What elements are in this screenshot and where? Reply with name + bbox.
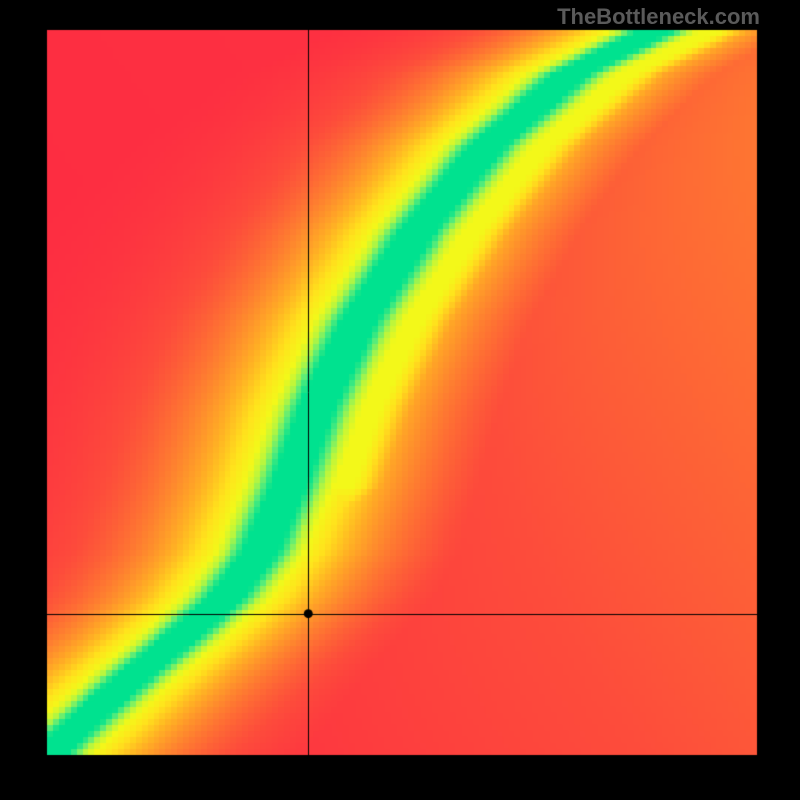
bottleneck-heatmap xyxy=(0,0,800,800)
watermark-text: TheBottleneck.com xyxy=(557,4,760,30)
chart-container: TheBottleneck.com xyxy=(0,0,800,800)
